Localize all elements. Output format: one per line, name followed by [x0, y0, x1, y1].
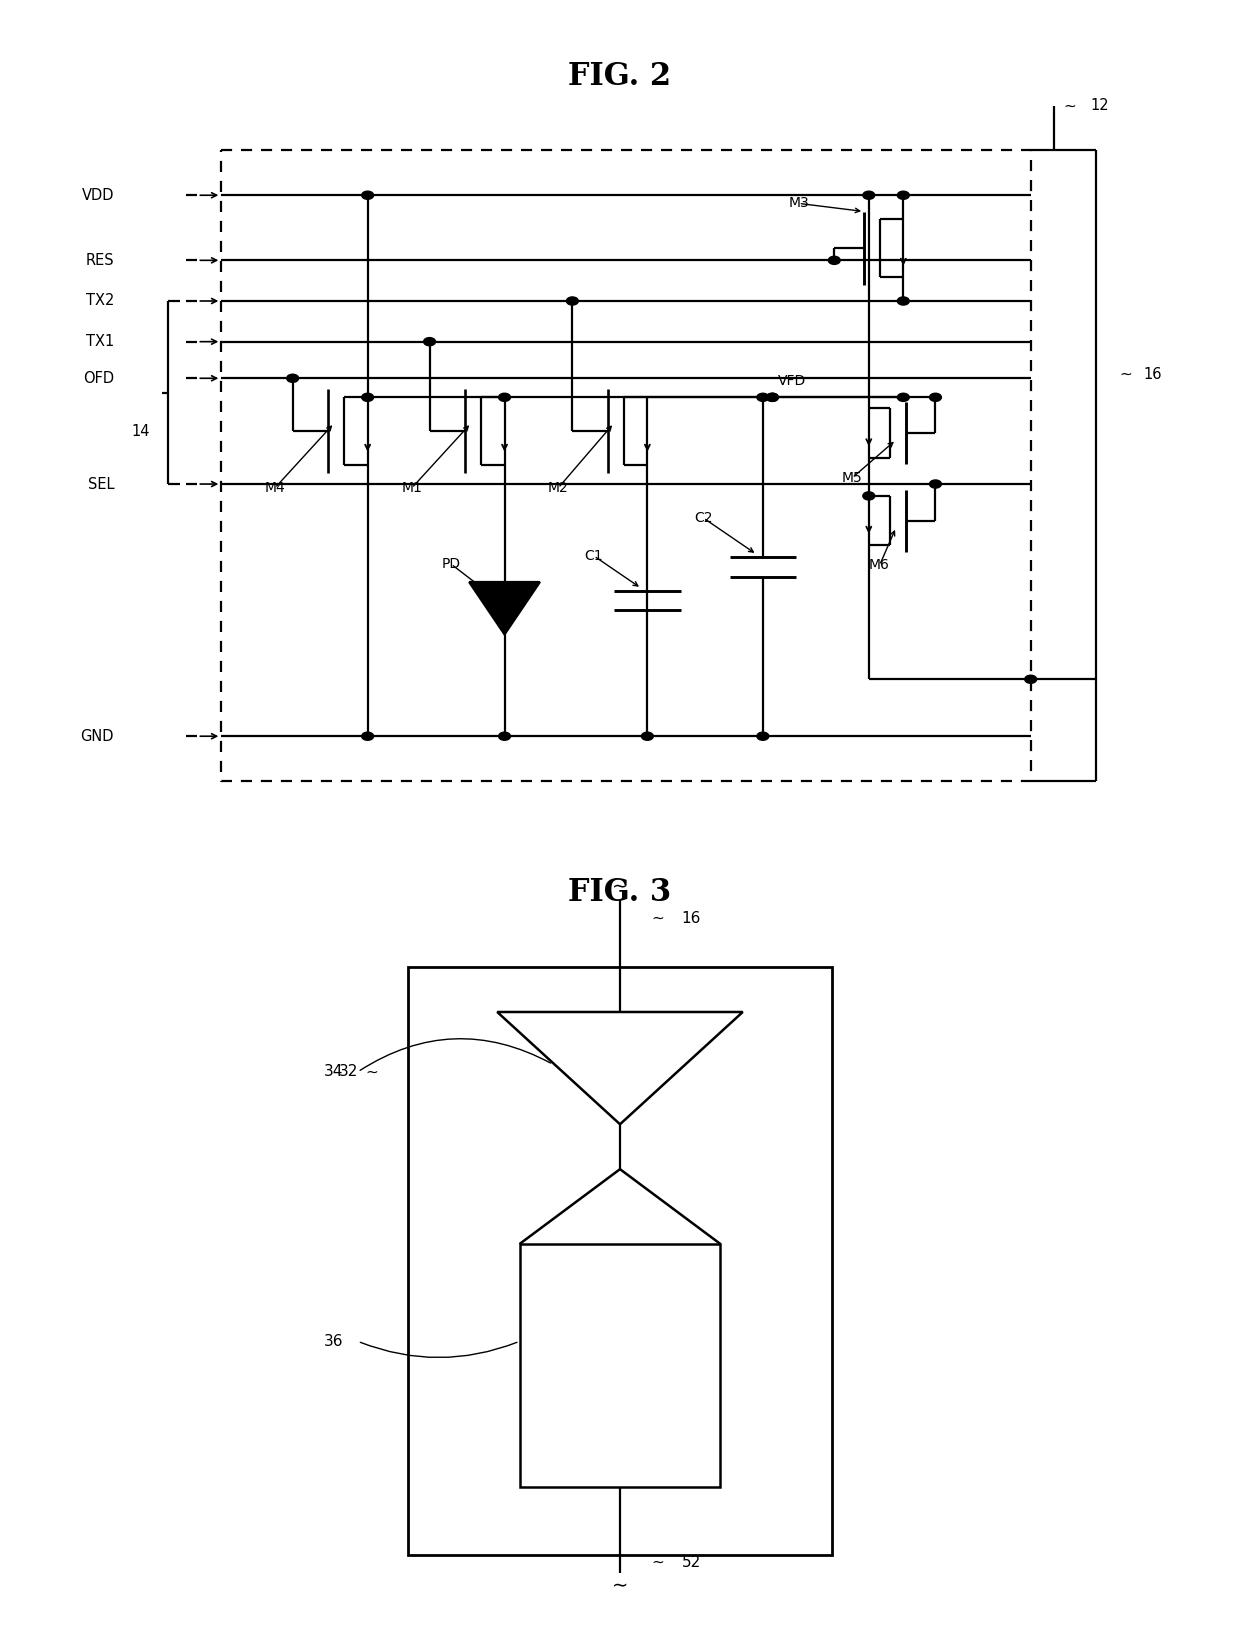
Text: VDD: VDD	[82, 187, 114, 203]
Circle shape	[898, 296, 909, 306]
Text: SEL: SEL	[88, 477, 114, 491]
Text: M3: M3	[789, 197, 808, 210]
Circle shape	[362, 394, 373, 402]
Circle shape	[641, 732, 653, 740]
Text: OFD: OFD	[83, 371, 114, 386]
Text: M1: M1	[402, 482, 422, 495]
Text: M5: M5	[842, 470, 863, 485]
Circle shape	[863, 190, 874, 200]
Circle shape	[828, 255, 841, 265]
Text: ∼: ∼	[366, 1064, 378, 1079]
Text: 34: 34	[324, 1064, 343, 1079]
Circle shape	[756, 732, 769, 740]
Circle shape	[424, 338, 435, 347]
Text: M4: M4	[264, 482, 285, 495]
Text: ∼: ∼	[611, 877, 629, 896]
Text: VFD: VFD	[779, 374, 806, 389]
Text: RES: RES	[86, 252, 114, 268]
Text: 16: 16	[1143, 366, 1162, 382]
Polygon shape	[469, 582, 541, 635]
Circle shape	[930, 394, 941, 402]
Circle shape	[498, 394, 511, 402]
Circle shape	[567, 296, 578, 306]
Circle shape	[362, 190, 373, 200]
Bar	[520, 1245, 720, 1487]
Circle shape	[756, 394, 769, 402]
Circle shape	[930, 480, 941, 488]
Circle shape	[898, 190, 909, 200]
Circle shape	[1024, 675, 1037, 683]
Text: C2: C2	[694, 511, 713, 526]
Text: FIG. 2: FIG. 2	[568, 60, 672, 93]
Text: TX1: TX1	[86, 334, 114, 350]
Text: ∼: ∼	[1064, 98, 1076, 114]
Text: ∼: ∼	[651, 911, 663, 926]
Text: PD: PD	[441, 556, 460, 571]
Text: 36: 36	[324, 1334, 343, 1349]
Circle shape	[286, 374, 299, 382]
Circle shape	[898, 394, 909, 402]
Circle shape	[362, 732, 373, 740]
Text: M6: M6	[869, 558, 890, 573]
Text: M2: M2	[548, 482, 568, 495]
Text: TX2: TX2	[86, 293, 114, 309]
Circle shape	[863, 491, 874, 499]
Text: 14: 14	[131, 423, 150, 439]
Text: C1: C1	[584, 548, 603, 563]
Text: GND: GND	[81, 729, 114, 744]
Text: 52: 52	[682, 1554, 701, 1570]
Text: ∼: ∼	[651, 1554, 663, 1570]
Text: ∼: ∼	[1120, 366, 1132, 382]
Circle shape	[766, 394, 779, 402]
Text: 32: 32	[339, 1064, 358, 1079]
Bar	[408, 966, 832, 1555]
Text: FIG. 3: FIG. 3	[568, 877, 672, 908]
Circle shape	[498, 732, 511, 740]
Circle shape	[766, 394, 779, 402]
Text: ∼: ∼	[611, 1577, 629, 1596]
Text: 12: 12	[1090, 98, 1109, 114]
Text: 16: 16	[682, 911, 701, 926]
